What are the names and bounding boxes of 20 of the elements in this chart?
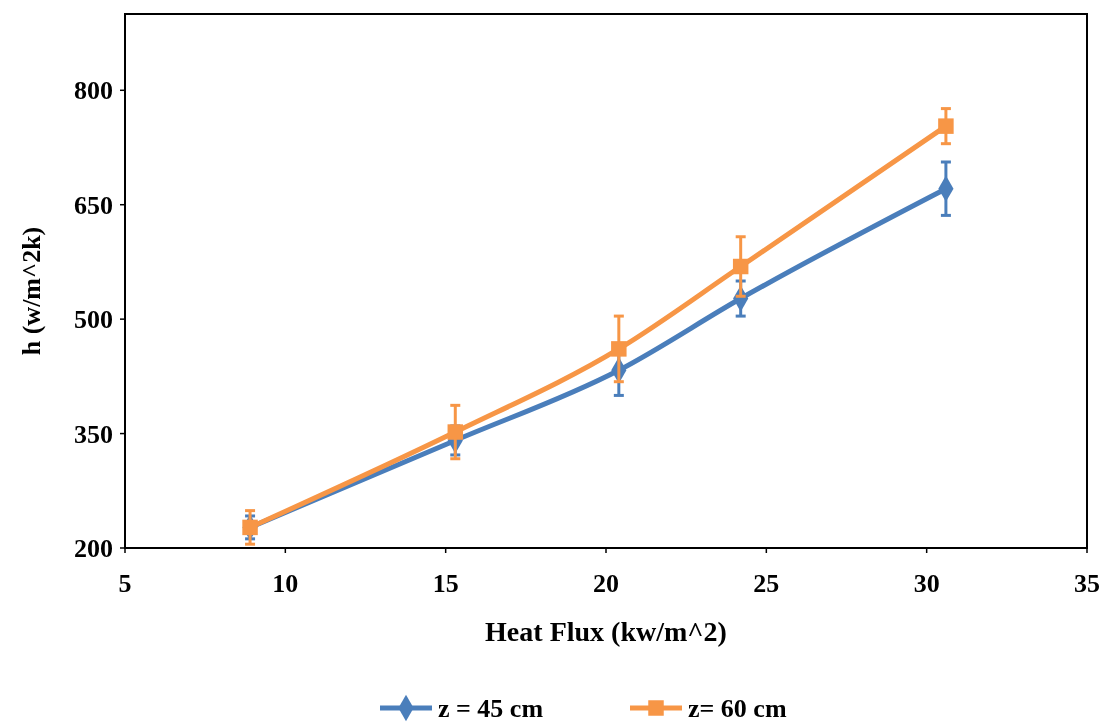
x-tick-label: 15	[432, 569, 459, 598]
y-tick-label: 800	[74, 76, 113, 106]
y-tick-label: 350	[74, 419, 113, 449]
x-tick-label: 25	[753, 569, 780, 598]
point	[242, 519, 258, 536]
x-axis-title: Heat Flux (kw/m^2)	[485, 616, 727, 647]
y-tick-label: 650	[74, 190, 113, 220]
x-tick-label: 5	[118, 569, 132, 598]
x-tick-label: 30	[913, 569, 940, 598]
y-tick-label: 200	[74, 534, 113, 563]
point	[938, 118, 954, 134]
legend-label: z= 60 cm	[688, 694, 787, 723]
point	[732, 258, 749, 275]
x-tick-label: 10	[272, 569, 299, 598]
x-tick-label: 20	[593, 569, 619, 598]
x-tick-label: 35	[1074, 569, 1100, 598]
legend-label: z = 45 cm	[438, 694, 544, 723]
y-tick-label: 500	[74, 305, 113, 335]
point	[611, 341, 627, 357]
y-axis-title: h (w/m^2k)	[17, 226, 46, 356]
